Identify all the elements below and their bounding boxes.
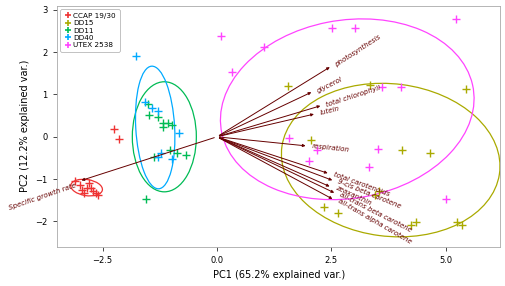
Point [172,151,180,155]
Point [163,121,171,126]
Point [350,25,359,30]
Point [378,85,386,89]
Point [157,151,165,155]
Point [407,223,415,227]
Point [110,127,118,132]
Point [89,189,97,193]
Text: glycerol: glycerol [315,76,342,94]
Point [411,220,419,225]
Legend: CCAP 19/30, DD15, DD11, DD40, UTEX 2538: CCAP 19/30, DD15, DD11, DD40, UTEX 2538 [61,9,120,52]
Point [154,108,162,113]
Text: 9-cis beta carotene: 9-cis beta carotene [336,178,401,209]
Point [80,190,88,195]
Point [306,138,314,142]
Text: Specific growth rate: Specific growth rate [8,182,76,211]
X-axis label: PC1 (65.2% explained var.): PC1 (65.2% explained var.) [212,271,344,281]
Point [87,186,95,191]
Point [305,159,313,164]
Point [320,204,328,209]
Y-axis label: PC2 (12.2% explained var.): PC2 (12.2% explained var.) [20,60,30,192]
Point [327,25,335,30]
Point [227,70,235,75]
Point [145,112,153,117]
Point [461,87,469,92]
Point [71,179,79,184]
Point [365,83,373,88]
Point [147,106,156,110]
Point [131,53,139,58]
Point [425,151,433,155]
Point [144,102,152,106]
Point [94,193,102,198]
Point [450,17,459,21]
Text: photosynthesis: photosynthesis [333,34,381,68]
Text: respiration: respiration [311,143,349,153]
Point [441,197,449,202]
Text: all-trans beta carotene: all-trans beta carotene [338,191,412,233]
Point [168,123,176,128]
Point [452,220,460,225]
Text: total chlorophyll: total chlorophyll [325,84,381,108]
Point [175,130,183,135]
Point [159,125,167,130]
Point [375,189,383,193]
Point [259,45,267,49]
Point [76,183,84,188]
Point [168,156,176,161]
Point [373,146,381,151]
Point [82,185,90,190]
Point [114,137,122,141]
Point [370,193,378,198]
Point [284,135,292,140]
Point [181,152,189,157]
Text: total carotenoids: total carotenoids [332,171,389,197]
Point [159,121,167,126]
Point [333,211,341,215]
Point [364,165,372,170]
Point [397,148,406,153]
Text: all-trans alpha carotene: all-trans alpha carotene [336,198,412,245]
Point [149,155,158,159]
Point [283,84,291,88]
Point [85,181,93,186]
Point [154,155,162,159]
Point [457,223,465,227]
Point [78,187,86,192]
Point [91,190,99,195]
Text: lutein: lutein [319,106,339,116]
Text: zeaxanthin: zeaxanthin [333,185,371,207]
Point [396,85,404,89]
Point [216,34,224,38]
Point [142,197,150,202]
Point [166,148,174,153]
Point [140,100,148,104]
Point [154,115,162,119]
Point [312,148,320,153]
